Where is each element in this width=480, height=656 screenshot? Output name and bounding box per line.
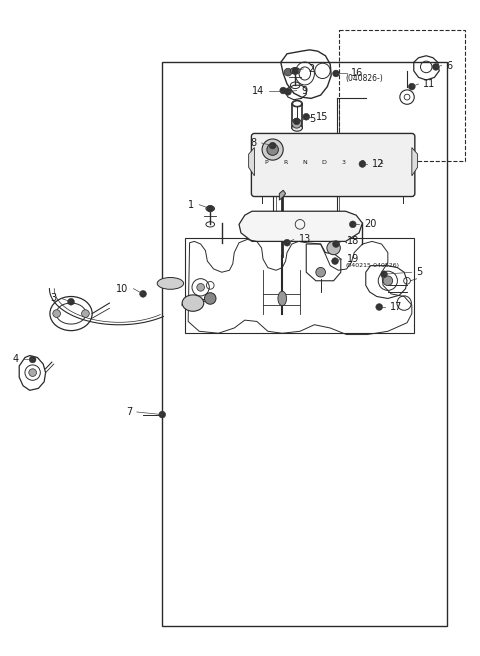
Bar xyxy=(262,146,403,177)
Circle shape xyxy=(349,221,356,228)
Text: 3: 3 xyxy=(50,293,57,304)
Circle shape xyxy=(292,68,299,74)
Ellipse shape xyxy=(157,277,183,289)
Text: R: R xyxy=(284,159,288,165)
Circle shape xyxy=(332,258,338,264)
Text: 5: 5 xyxy=(310,114,316,125)
Text: 2: 2 xyxy=(308,64,314,74)
Ellipse shape xyxy=(182,295,204,311)
Circle shape xyxy=(292,119,301,128)
Circle shape xyxy=(376,304,383,310)
Text: 4: 4 xyxy=(12,354,18,365)
Circle shape xyxy=(381,271,387,277)
Circle shape xyxy=(267,144,278,155)
Circle shape xyxy=(333,241,339,247)
Circle shape xyxy=(197,283,204,291)
Text: 11: 11 xyxy=(423,79,436,89)
Circle shape xyxy=(408,83,415,90)
Text: 5: 5 xyxy=(417,267,423,277)
Circle shape xyxy=(327,241,340,255)
Circle shape xyxy=(280,87,287,94)
Text: 1: 1 xyxy=(188,199,194,210)
Text: 6: 6 xyxy=(446,60,453,71)
Circle shape xyxy=(29,356,36,363)
Text: 17: 17 xyxy=(390,302,402,312)
Circle shape xyxy=(82,310,89,318)
Text: (040215-040826): (040215-040826) xyxy=(346,263,399,268)
Circle shape xyxy=(204,293,216,304)
Text: N: N xyxy=(302,159,307,165)
Polygon shape xyxy=(249,148,254,176)
Text: 3: 3 xyxy=(341,159,345,165)
Ellipse shape xyxy=(206,206,215,211)
Text: 1: 1 xyxy=(380,159,384,165)
Circle shape xyxy=(383,276,393,285)
Text: 13: 13 xyxy=(299,234,311,245)
Polygon shape xyxy=(279,190,286,200)
Ellipse shape xyxy=(292,125,302,131)
Text: 8: 8 xyxy=(251,138,257,148)
Circle shape xyxy=(53,310,60,318)
Circle shape xyxy=(269,142,276,149)
Circle shape xyxy=(293,118,300,125)
Ellipse shape xyxy=(290,68,300,74)
Text: 2: 2 xyxy=(360,159,364,165)
Circle shape xyxy=(303,113,310,120)
Polygon shape xyxy=(239,211,362,241)
Text: 20: 20 xyxy=(364,219,376,230)
Circle shape xyxy=(68,298,74,305)
Circle shape xyxy=(284,68,292,76)
Text: 19: 19 xyxy=(347,254,359,264)
Text: D: D xyxy=(322,159,326,165)
Circle shape xyxy=(159,411,166,418)
Text: 16: 16 xyxy=(351,68,364,79)
Circle shape xyxy=(207,205,214,212)
Text: P: P xyxy=(264,159,268,165)
Circle shape xyxy=(29,369,36,377)
Text: 12: 12 xyxy=(372,159,384,169)
Text: 15: 15 xyxy=(316,112,328,122)
Circle shape xyxy=(140,291,146,297)
Bar xyxy=(185,238,414,333)
Text: 10: 10 xyxy=(116,283,129,294)
Text: 9: 9 xyxy=(301,85,308,96)
Circle shape xyxy=(432,64,439,70)
Circle shape xyxy=(285,89,291,95)
Polygon shape xyxy=(412,148,418,176)
Text: 18: 18 xyxy=(347,236,359,247)
Circle shape xyxy=(316,268,325,277)
Ellipse shape xyxy=(278,291,287,306)
Text: 14: 14 xyxy=(252,85,264,96)
Circle shape xyxy=(262,139,283,160)
Circle shape xyxy=(359,161,366,167)
Bar xyxy=(162,62,447,626)
Circle shape xyxy=(284,239,290,246)
FancyBboxPatch shape xyxy=(252,133,415,197)
Bar xyxy=(339,30,465,161)
Text: 7: 7 xyxy=(126,407,132,417)
Text: (040826-): (040826-) xyxy=(346,74,384,83)
Circle shape xyxy=(333,70,339,77)
